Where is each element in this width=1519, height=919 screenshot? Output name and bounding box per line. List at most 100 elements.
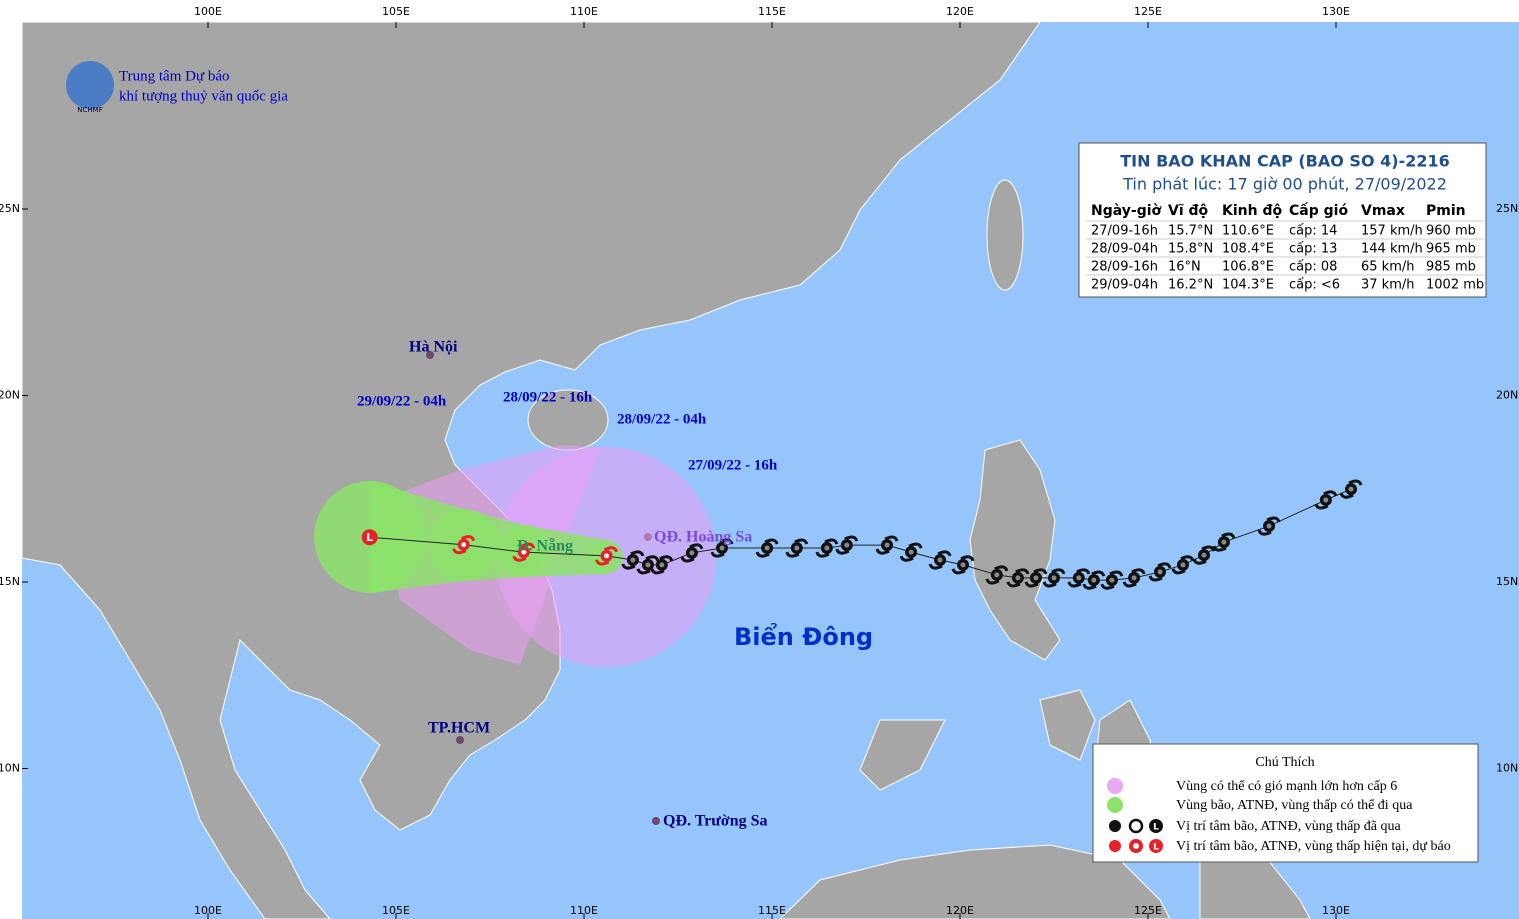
- past-position: [755, 538, 779, 558]
- lat-label: 20N: [0, 389, 20, 402]
- table-cell: 65 km/h: [1361, 260, 1415, 275]
- swirl-arm: [1323, 490, 1338, 497]
- lat-label: 10N: [1496, 762, 1518, 775]
- swirl-eye: [521, 549, 527, 555]
- table-cell: 104.3°E: [1222, 278, 1274, 293]
- table-cell: 16.2°N: [1168, 278, 1213, 293]
- swirl-arm: [937, 550, 952, 557]
- swirl-arm: [1266, 516, 1281, 523]
- swirl-eye: [1157, 569, 1163, 575]
- track: L: [361, 479, 1363, 590]
- city-dot: [426, 351, 434, 359]
- swirl-eye: [960, 562, 966, 568]
- swirl-arm: [1006, 581, 1021, 588]
- legend-item: Vị trí tâm bão, ATNĐ, vùng thấp hiện tại…: [1176, 839, 1451, 854]
- table-cell: cấp: 14: [1289, 224, 1337, 239]
- legend-item: Vị trí tâm bão, ATNĐ, vùng thấp đã qua: [1176, 819, 1402, 834]
- swirl-arm: [985, 578, 1000, 585]
- forecast-position: [452, 535, 476, 555]
- swirl-arm: [1042, 581, 1057, 588]
- past-position: [650, 555, 674, 575]
- swirl-arm: [1257, 529, 1272, 536]
- table-cell: 110.6°E: [1222, 224, 1274, 239]
- lon-label: 110E: [570, 904, 598, 917]
- swirl-arm: [1339, 492, 1354, 499]
- past-position: [875, 535, 899, 555]
- swirl-arm: [1076, 568, 1091, 575]
- swirl-arm: [1192, 558, 1207, 565]
- swirl-arm: [960, 555, 975, 562]
- swirl-eye: [908, 549, 914, 555]
- low-letter: L: [366, 531, 373, 544]
- past-position: [1006, 568, 1030, 588]
- swirl-arm: [844, 535, 859, 542]
- swirl-eye: [1033, 575, 1039, 581]
- table-header: Ngày-giờ: [1091, 203, 1162, 219]
- swirl-arm: [1212, 545, 1227, 552]
- place-label: QĐ. Trường Sa: [663, 813, 768, 830]
- axes: 100E 100E 105E 105E 110E 110E 115E 115E 120E 120E…: [0, 5, 1518, 919]
- legend-icon: [1107, 778, 1123, 794]
- legend-icon: [1107, 797, 1123, 813]
- lon-label: 125E: [1134, 904, 1162, 917]
- table-cell: 108.4°E: [1222, 242, 1274, 257]
- swirl-eye: [824, 545, 830, 551]
- table-cell: cấp: 08: [1289, 260, 1337, 275]
- forecast-label: 28/09/22 - 04h: [617, 411, 707, 427]
- swirl-eye: [689, 550, 695, 556]
- table-cell: 37 km/h: [1361, 278, 1415, 293]
- past-position: [1314, 490, 1338, 510]
- table-cell: cấp: <6: [1289, 278, 1340, 293]
- lon-label: 120E: [946, 904, 974, 917]
- lon-label: 125E: [1134, 5, 1162, 18]
- forecast-position: L: [361, 529, 378, 546]
- swirl-eye: [1348, 486, 1354, 492]
- swirl-arm: [785, 551, 800, 558]
- swirl-arm: [1122, 581, 1137, 588]
- svg-text:L: L: [1153, 843, 1159, 853]
- swirl-arm: [659, 555, 674, 562]
- logo-text: NCHMF: [77, 106, 102, 114]
- swirl-eye: [461, 542, 467, 548]
- storm-cone: [314, 481, 623, 593]
- legend-icon: L: [1109, 839, 1163, 853]
- lat-label: 25N: [1496, 202, 1518, 215]
- bulletin: TIN BAO KHAN CAP (BAO SO 4)-2216 Tin phá…: [1078, 142, 1487, 298]
- past-position: [785, 538, 809, 558]
- swirl-arm: [1171, 568, 1186, 575]
- place-label: Hà Nội: [409, 339, 458, 356]
- table-header: Kinh độ: [1222, 203, 1282, 219]
- swirl-arm: [815, 551, 830, 558]
- swirl-arm: [994, 565, 1009, 572]
- swirl-arm: [1024, 581, 1039, 588]
- logo-circle: [66, 61, 114, 109]
- lon-label: 105E: [382, 5, 410, 18]
- past-position: [1339, 479, 1363, 499]
- swirl-arm: [630, 550, 645, 557]
- table-cell: cấp: 13: [1289, 242, 1337, 257]
- past-position: [621, 550, 645, 570]
- bulletin-issued: Tin phát lúc: 17 giờ 00 phút, 27/09/2022: [1122, 175, 1447, 194]
- swirl-eye: [844, 542, 850, 548]
- table-cell: 29/09-04h: [1091, 278, 1158, 293]
- past-position: [928, 550, 952, 570]
- table-header: Vĩ độ: [1168, 203, 1209, 219]
- swirl-eye: [1015, 575, 1021, 581]
- past-position: [680, 543, 704, 563]
- bulletin-title: TIN BAO KHAN CAP (BAO SO 4)-2216: [1120, 152, 1450, 171]
- svg-text:L: L: [1153, 823, 1159, 833]
- past-position: [1192, 545, 1216, 565]
- past-position: [1171, 555, 1195, 575]
- past-position: [815, 538, 839, 558]
- table-header: Cấp gió: [1289, 202, 1348, 219]
- lon-label: 130E: [1322, 904, 1350, 917]
- table-cell: 985 mb: [1426, 260, 1476, 275]
- swirl-eye: [1201, 552, 1207, 558]
- past-position: [1212, 532, 1236, 552]
- swirl-arm: [689, 543, 704, 550]
- swirl-arm: [1015, 568, 1030, 575]
- past-position: [636, 555, 660, 575]
- legend-item: Vùng có thể có gió mạnh lớn hơn cấp 6: [1176, 779, 1397, 794]
